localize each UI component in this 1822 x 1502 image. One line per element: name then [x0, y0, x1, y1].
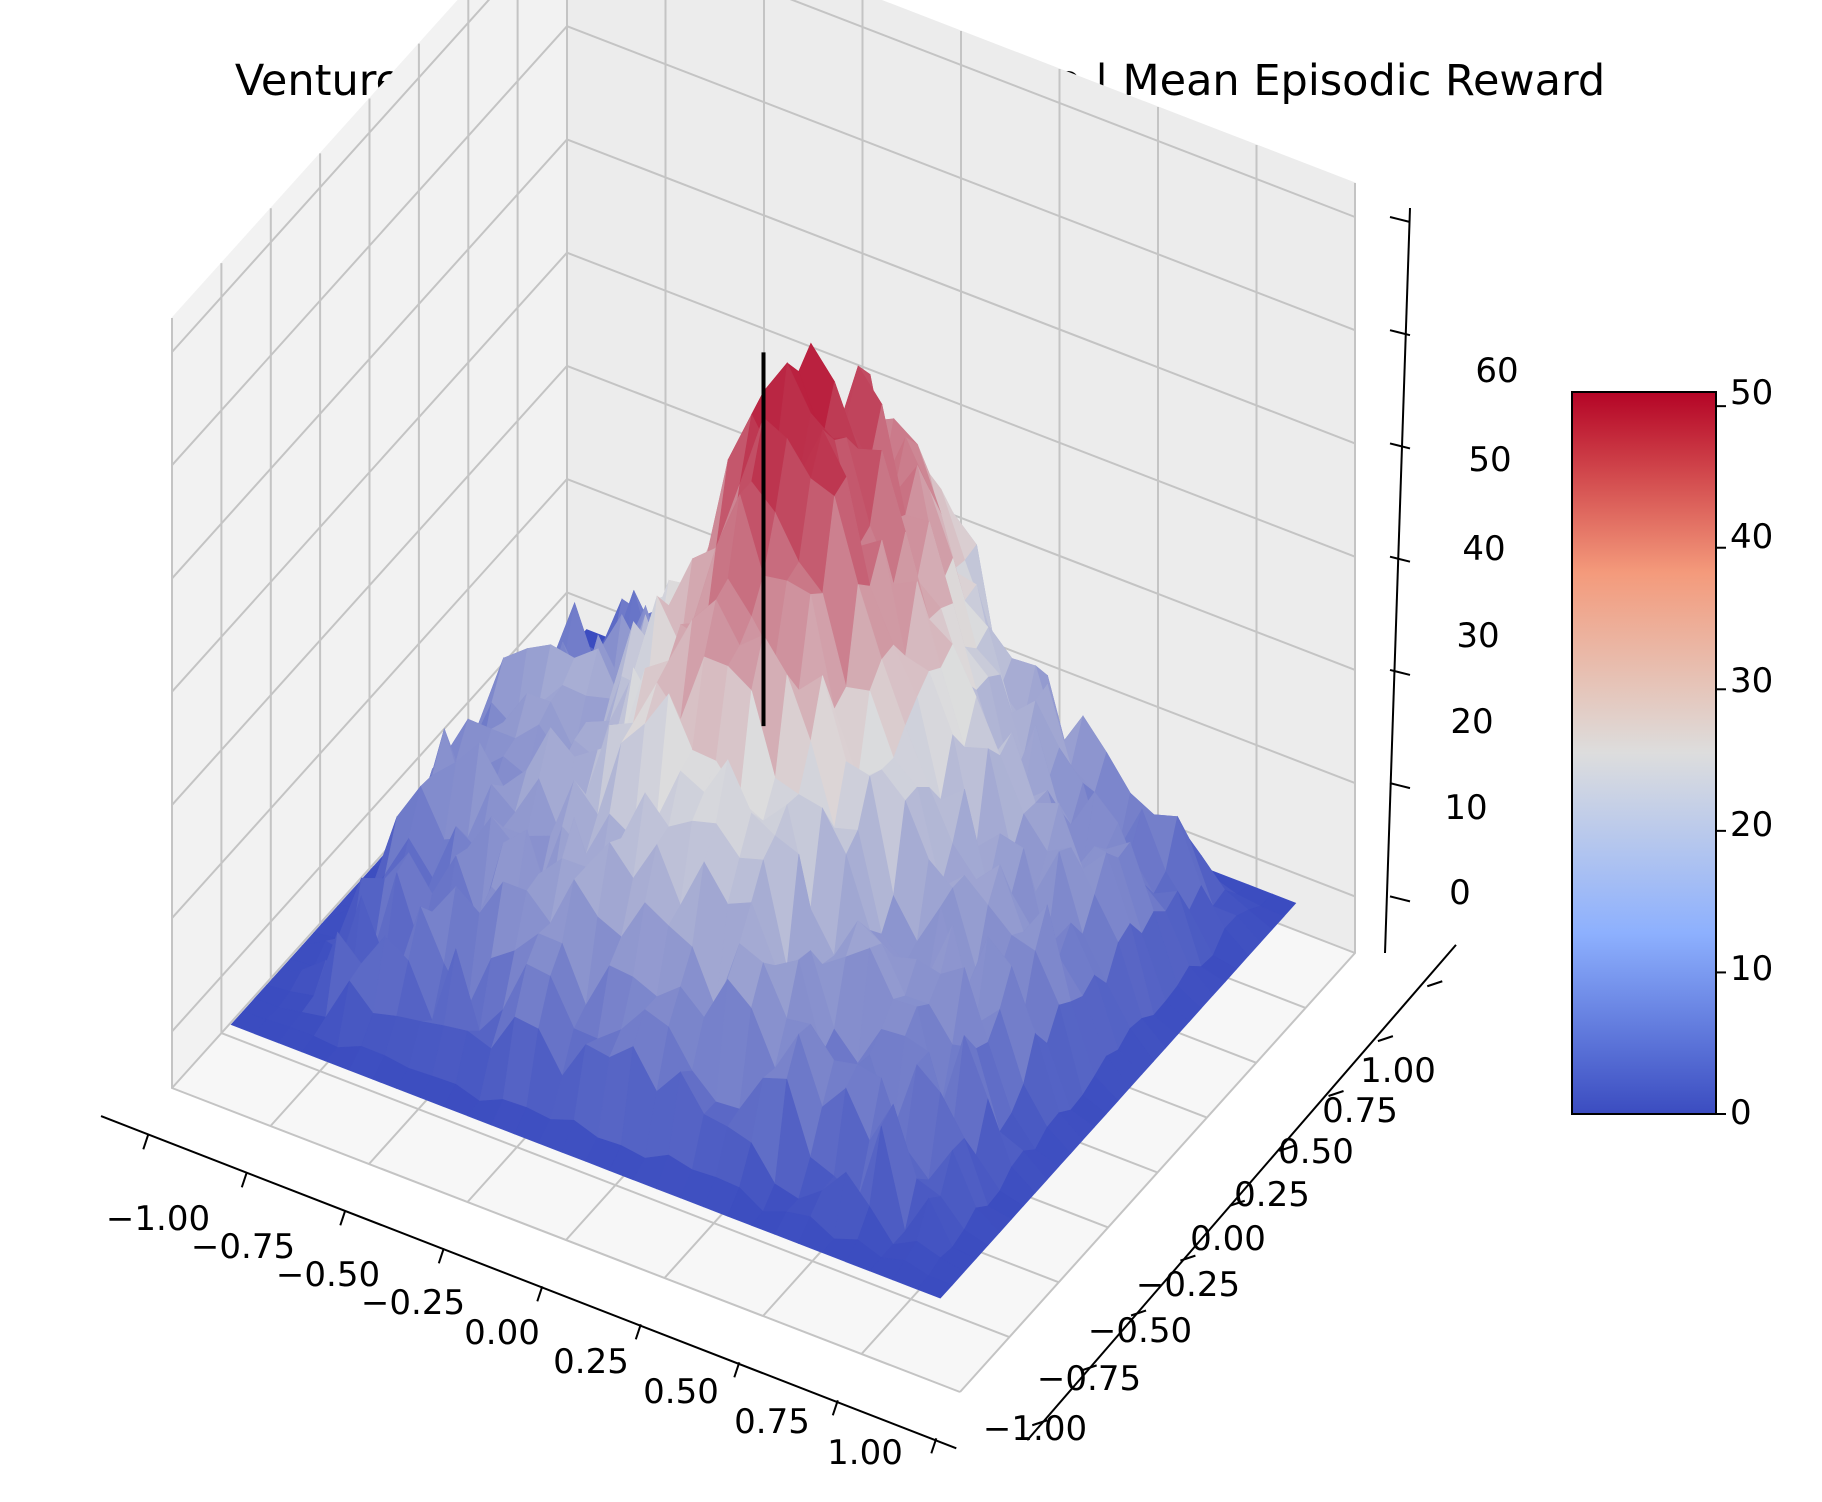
x-tick-label: 0.75: [734, 1402, 810, 1442]
x-tick-label: −0.75: [191, 1227, 295, 1267]
x-tick-label: 0.00: [464, 1313, 540, 1353]
y-tick-label: −0.25: [1136, 1265, 1240, 1305]
y-tick-mark: [1229, 1199, 1246, 1207]
y-tick-mark: [1377, 1035, 1394, 1043]
x-tick-mark: [536, 1286, 544, 1302]
x-tick-mark: [437, 1248, 445, 1264]
x-tick-mark: [930, 1438, 938, 1454]
z-axis-ticks: 0 10 20 30 40 50 60: [1444, 351, 1518, 913]
z-tick-mark: [1389, 895, 1411, 903]
z-tick-label: 10: [1444, 788, 1487, 828]
y-tick-mark: [1081, 1364, 1097, 1372]
colorbar-tick-label: 30: [1730, 661, 1773, 701]
z-tick-mark: [1389, 782, 1411, 790]
colorbar: 0 10 20 30 40 50: [1571, 373, 1773, 1133]
surface-cell: [916, 1275, 953, 1299]
y-tick-label: 0.75: [1322, 1091, 1398, 1131]
y-tick-label: 1.00: [1360, 1051, 1436, 1091]
grid-line: [171, 364, 1356, 806]
y-tick-label: −1.00: [983, 1409, 1087, 1449]
colorbar-tick-label: 50: [1730, 373, 1773, 413]
y-tick-label: −0.50: [1088, 1311, 1192, 1351]
x-tick-mark: [142, 1134, 150, 1150]
y-tick-mark: [1180, 1254, 1196, 1262]
z-tick-label: 50: [1468, 440, 1511, 480]
z-tick-label: 60: [1475, 351, 1518, 391]
z-tick-mark: [1389, 216, 1411, 223]
colorbar-gradient: [1571, 391, 1717, 1115]
colorbar-tick-label: 10: [1730, 949, 1773, 989]
colorbar-tick-label: 0: [1730, 1093, 1752, 1133]
grid-line: [171, 25, 1356, 466]
x-tick-mark: [240, 1172, 248, 1188]
y-tick-label: −0.75: [1037, 1359, 1141, 1399]
z-axis-line: [1384, 207, 1411, 954]
y-tick-label: 0.25: [1234, 1175, 1310, 1215]
z-tick-mark: [1389, 555, 1411, 563]
y-axis-ticks: −1.00 −0.75 −0.50 −0.25 0.00 0.25 0.50 0…: [983, 1051, 1436, 1449]
y-axis-line: [1026, 944, 1457, 1441]
grid-line: [171, 0, 1356, 353]
surface-mesh: [230, 342, 1297, 1299]
x-axis-ticks: −1.00 −0.75 −0.50 −0.25 0.00 0.25 0.50 0…: [106, 1199, 903, 1473]
x-tick-mark: [634, 1324, 642, 1340]
colorbar-tick-label: 40: [1730, 517, 1773, 557]
colorbar-tick-label: 20: [1730, 805, 1773, 845]
x-tick-label: −0.25: [361, 1283, 465, 1323]
z-tick-label: 20: [1450, 702, 1493, 742]
axis-lines: [100, 207, 1457, 1454]
x-axis-line: [100, 1115, 957, 1450]
z-tick-mark: [1389, 668, 1411, 676]
x-tick-label: 0.50: [643, 1372, 719, 1412]
x-tick-label: −0.50: [276, 1255, 380, 1295]
y-tick-mark: [1031, 1419, 1048, 1427]
y-tick-mark: [1328, 1090, 1344, 1097]
z-tick-label: 40: [1462, 529, 1505, 569]
colorbar-ticks: [1716, 405, 1726, 1115]
x-tick-mark: [339, 1210, 347, 1226]
z-tick-label: 30: [1456, 616, 1499, 656]
x-tick-label: −1.00: [106, 1199, 210, 1239]
z-tick-mark: [1389, 329, 1411, 337]
y-tick-mark: [1130, 1309, 1147, 1317]
y-tick-mark: [1278, 1144, 1295, 1152]
z-tick-mark: [1389, 442, 1411, 450]
x-tick-label: 0.25: [553, 1342, 629, 1382]
grid-line: [171, 477, 1356, 919]
x-tick-mark: [733, 1362, 741, 1378]
grid-line: [171, 318, 961, 1393]
grid-line: [171, 138, 1356, 580]
y-tick-label: 0.00: [1190, 1219, 1266, 1259]
x-tick-mark: [831, 1400, 839, 1416]
grid-line: [220, 263, 1010, 1339]
x-tick-label: 1.00: [827, 1433, 903, 1473]
y-tick-label: 0.50: [1278, 1132, 1354, 1172]
grid-line: [171, 251, 1356, 693]
z-tick-label: 0: [1449, 873, 1471, 913]
y-tick-mark: [1426, 980, 1443, 988]
